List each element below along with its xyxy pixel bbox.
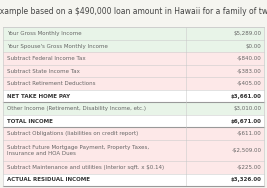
Bar [3,27,264,40]
Text: -$383.00: -$383.00 [237,69,262,74]
Text: Subtract Federal Income Tax: Subtract Federal Income Tax [7,56,85,61]
Text: -$840.00: -$840.00 [237,56,262,61]
Text: Subtract Retirement Deductions: Subtract Retirement Deductions [7,81,95,86]
Text: Your Gross Monthly Income: Your Gross Monthly Income [7,31,81,36]
Bar [3,115,264,127]
Bar [3,161,264,174]
Text: $3,010.00: $3,010.00 [234,106,262,111]
Text: $6,671.00: $6,671.00 [231,119,262,124]
Text: TOTAL INCOME: TOTAL INCOME [7,119,53,124]
Bar [3,174,264,186]
Bar [3,127,264,140]
Text: Subtract Future Mortgage Payment, Property Taxes,
Insurance and HOA Dues: Subtract Future Mortgage Payment, Proper… [7,145,149,156]
Text: Other Income (Retirement, Disability Income, etc.): Other Income (Retirement, Disability Inc… [7,106,146,111]
Bar [3,140,264,161]
Text: ACTUAL RESIDUAL INCOME: ACTUAL RESIDUAL INCOME [7,177,90,182]
Text: Subtract State Income Tax: Subtract State Income Tax [7,69,80,74]
Text: $0.00: $0.00 [246,44,262,49]
Text: NET TAKE HOME PAY: NET TAKE HOME PAY [7,94,70,99]
Text: $3,661.00: $3,661.00 [231,94,262,99]
Text: -$2,509.00: -$2,509.00 [232,148,262,153]
Text: Your Spouse's Gross Monthly Income: Your Spouse's Gross Monthly Income [7,44,108,49]
Bar [3,65,264,77]
Bar [3,90,264,102]
Text: Example based on a $490,000 loan amount in Hawaii for a family of two: Example based on a $490,000 loan amount … [0,7,267,16]
Text: -$611.00: -$611.00 [237,131,262,136]
Text: $3,326.00: $3,326.00 [231,177,262,182]
Bar [3,40,264,52]
Text: -$405.00: -$405.00 [237,81,262,86]
Bar [3,52,264,65]
Bar [3,102,264,115]
Text: -$225.00: -$225.00 [237,165,262,170]
Text: Subtract Maintenance and utilities (Interior sqft. x $0.14): Subtract Maintenance and utilities (Inte… [7,165,164,170]
Text: $5,289.00: $5,289.00 [234,31,262,36]
Bar [3,77,264,90]
Text: Subtract Obligations (liabilities on credit report): Subtract Obligations (liabilities on cre… [7,131,138,136]
